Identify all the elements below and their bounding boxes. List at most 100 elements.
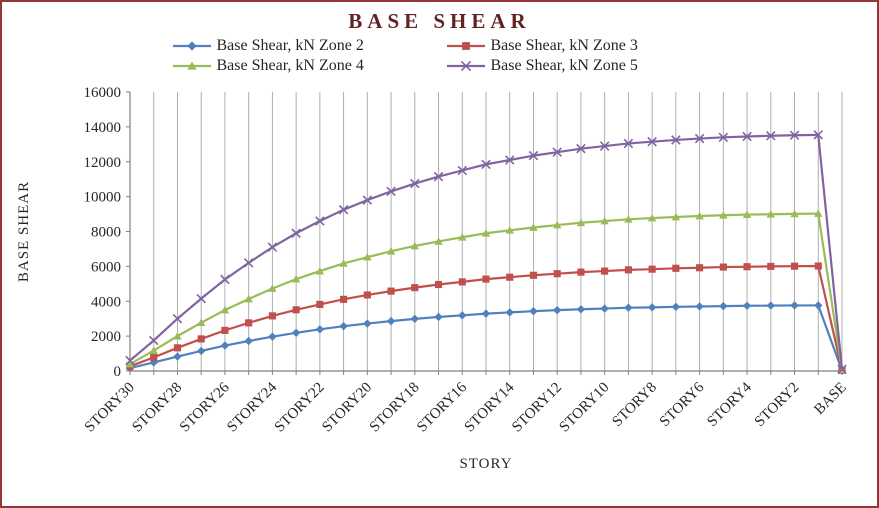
data-point — [291, 274, 301, 283]
data-point — [196, 293, 206, 304]
data-point — [410, 314, 419, 324]
data-point — [599, 141, 610, 151]
data-point — [125, 359, 135, 368]
data-point — [460, 60, 471, 72]
data-point — [461, 42, 470, 50]
data-point — [813, 130, 824, 140]
data-point — [268, 332, 277, 341]
data-point — [671, 212, 681, 221]
data-point — [197, 318, 206, 327]
chart-title: BASE SHEAR — [348, 9, 531, 33]
data-point — [150, 353, 158, 361]
data-point — [577, 268, 585, 276]
data-point — [186, 41, 197, 51]
data-point — [671, 302, 681, 312]
data-point — [197, 346, 206, 356]
data-point — [434, 312, 443, 322]
data-point — [315, 325, 325, 334]
data-point — [481, 159, 491, 170]
data-point — [411, 284, 419, 292]
data-point — [481, 229, 491, 237]
data-point — [504, 155, 515, 165]
chart-plot-area: 0 2000 4000 6000 8000 10000 12000 14000 16000 STO… — [2, 76, 877, 491]
chart-legend: Base Shear, kN Zone 2 Base Shear, kN Zone… — [140, 36, 740, 76]
data-point — [624, 303, 633, 312]
data-point — [553, 220, 562, 229]
series-base-shear-kn-zone-4 — [125, 209, 847, 374]
data-point — [410, 241, 419, 250]
data-point — [149, 358, 158, 367]
data-point — [410, 178, 420, 189]
x-tick-label: STORY14 — [462, 379, 518, 435]
data-point — [243, 258, 254, 268]
x-tick-label: STORY18 — [367, 380, 423, 436]
data-point — [291, 228, 301, 239]
data-point — [458, 233, 467, 241]
data-point — [505, 226, 514, 234]
data-point — [529, 271, 538, 279]
data-point — [766, 301, 775, 310]
data-point — [268, 312, 276, 320]
data-point — [647, 213, 657, 222]
gridlines — [129, 92, 843, 371]
data-point — [173, 344, 182, 352]
data-point — [576, 143, 586, 154]
data-point — [363, 319, 372, 328]
data-point — [767, 262, 775, 270]
data-point — [386, 247, 396, 255]
x-tick-label: STORY6 — [657, 379, 708, 430]
data-point — [267, 242, 278, 252]
data-point — [457, 165, 468, 176]
data-point — [529, 306, 538, 316]
data-point — [790, 262, 799, 270]
x-tick-label: BASE — [811, 380, 849, 418]
data-point — [244, 336, 253, 346]
data-point — [742, 131, 752, 142]
data-point — [814, 301, 823, 310]
data-point — [719, 263, 727, 271]
data-point — [576, 305, 586, 314]
data-point — [719, 301, 728, 311]
legend-label: Base Shear, kN Zone 5 — [490, 57, 638, 74]
data-point — [766, 131, 776, 141]
data-point — [125, 355, 135, 366]
data-point — [648, 265, 656, 273]
data-point — [814, 262, 822, 270]
data-point — [481, 309, 491, 318]
data-point — [837, 364, 847, 375]
legend-item-base-shear-kn-zone-4: Base Shear, kN Zone 4 — [172, 57, 434, 75]
data-point — [340, 295, 348, 303]
y-tick-label: 0 — [114, 364, 122, 380]
data-point — [315, 216, 325, 226]
data-point — [505, 308, 514, 317]
legend-item-base-shear-kn-zone-5: Base Shear, kN Zone 5 — [446, 57, 708, 75]
data-point — [186, 61, 197, 70]
data-point — [149, 346, 158, 354]
data-point — [647, 303, 657, 312]
data-point — [553, 270, 561, 278]
data-point — [553, 305, 562, 315]
data-point — [624, 215, 633, 223]
x-tick-label: STORY10 — [557, 380, 613, 436]
y-tick-label: 8000 — [91, 225, 121, 241]
legend-item-base-shear-kn-zone-2: Base Shear, kN Zone 2 — [172, 37, 434, 55]
x-tick-label: STORY12 — [509, 380, 565, 436]
y-axis-title: BASE SHEAR — [16, 181, 32, 282]
data-point — [245, 319, 253, 327]
data-point — [363, 291, 371, 299]
x-tick-label: STORY24 — [224, 379, 280, 435]
data-point — [434, 280, 443, 289]
data-point — [433, 171, 444, 182]
legend-label: Base Shear, kN Zone 4 — [216, 57, 364, 74]
data-point — [173, 331, 182, 340]
data-point — [552, 147, 562, 157]
y-tick-label: 12000 — [84, 155, 122, 171]
x-tick-label: STORY4 — [704, 379, 755, 430]
data-point — [339, 259, 348, 267]
data-point — [600, 216, 609, 225]
data-point — [695, 211, 704, 220]
data-point — [743, 263, 751, 271]
data-point — [694, 133, 705, 144]
data-point — [339, 321, 348, 331]
